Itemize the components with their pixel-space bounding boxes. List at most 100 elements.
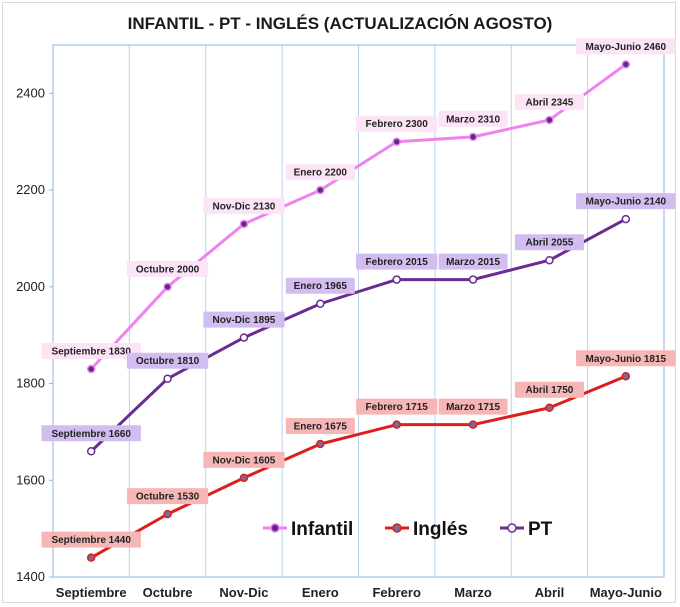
data-point — [86, 364, 96, 374]
data-label-layer: Septiembre 1830 Octubre 2000 Nov-Dic 2130 E… — [41, 38, 676, 548]
data-label: Marzo 1715 — [446, 402, 500, 413]
data-point — [545, 255, 554, 265]
data-point — [239, 219, 249, 229]
y-tick-label: 1600 — [16, 472, 45, 487]
data-label-bg — [576, 38, 676, 55]
x-tick-label: Enero — [302, 585, 339, 600]
data-point — [545, 403, 554, 412]
data-label: Marzo 2015 — [446, 257, 500, 268]
x-tick-label: Febrero — [372, 585, 420, 600]
legend-label: Inglés — [413, 519, 468, 540]
data-label: Abril 2055 — [526, 238, 574, 249]
data-label-bg — [41, 343, 141, 360]
data-point — [316, 439, 325, 449]
data-label-bg — [285, 418, 355, 434]
x-tick-label: Octubre — [143, 585, 193, 600]
data-label-bg — [41, 531, 141, 548]
data-point — [163, 282, 172, 292]
data-point — [468, 275, 478, 284]
data-label: Septiembre 1660 — [51, 429, 131, 440]
data-point — [545, 115, 554, 125]
data-label: Octubre 1810 — [136, 356, 200, 367]
data-point — [86, 447, 96, 456]
data-point — [392, 420, 401, 429]
data-label-bg — [126, 260, 209, 277]
data-label-bg — [438, 253, 508, 270]
y-tick-label: 1400 — [16, 569, 45, 584]
data-label-bg — [576, 193, 676, 210]
chart-title: INFANTIL - PT - INGLÉS (ACTUALIZACIÓN AG… — [127, 14, 553, 33]
grid-layer — [128, 45, 589, 577]
data-label-bg — [356, 253, 438, 270]
data-label-bg — [514, 381, 584, 398]
data-label: Nov-Dic 1895 — [213, 315, 276, 326]
legend: Infantil Inglés PT — [263, 519, 553, 540]
data-label: Abril 2345 — [526, 97, 574, 108]
data-point — [392, 137, 401, 146]
data-point — [239, 333, 249, 342]
data-label-bg — [285, 277, 355, 294]
data-label: Enero 2200 — [294, 168, 348, 179]
data-point — [468, 132, 478, 142]
data-label-bg — [438, 110, 508, 127]
data-point — [621, 60, 631, 69]
legend-label: PT — [528, 519, 553, 540]
data-label-bg — [356, 398, 438, 415]
data-label: Septiembre 1830 — [51, 347, 131, 358]
data-point — [468, 420, 478, 429]
data-label: Septiembre 1440 — [51, 535, 131, 546]
data-label-bg — [514, 234, 584, 251]
data-label-bg — [41, 425, 141, 442]
x-tick-label: Abril — [535, 585, 565, 600]
legend-marker — [270, 523, 280, 533]
data-point — [316, 299, 325, 308]
axis-layer: 1400 1600 1800 2000 2200 2400 Septiembre Octubr… — [16, 44, 665, 600]
data-label-bg — [126, 488, 209, 505]
data-label: Mayo-Junio 2460 — [586, 42, 667, 53]
data-point — [163, 374, 172, 383]
x-tick-label: Marzo — [454, 585, 492, 600]
plot-area-border — [52, 44, 665, 578]
data-label-bg — [356, 115, 438, 132]
legend-marker — [392, 523, 402, 533]
data-label-bg — [514, 93, 584, 110]
legend-marker — [507, 523, 517, 533]
y-tick-label: 1800 — [16, 376, 45, 391]
data-label: Abril 1750 — [526, 385, 574, 396]
data-point — [163, 509, 172, 519]
data-label: Febrero 2300 — [366, 119, 429, 130]
series-line-pt — [90, 217, 627, 453]
data-label: Octubre 2000 — [136, 264, 200, 275]
data-label-bg — [438, 398, 508, 415]
data-label-bg — [285, 164, 355, 181]
data-label: Mayo-Junio 2140 — [586, 197, 667, 208]
y-tick-label: 2200 — [16, 182, 45, 197]
data-label: Octubre 1530 — [136, 492, 200, 503]
data-label-bg — [126, 352, 209, 369]
y-tick-label: 2000 — [16, 279, 45, 294]
data-label: Enero 1965 — [294, 281, 348, 292]
data-label-bg — [203, 197, 285, 214]
data-label: Nov-Dic 2130 — [213, 201, 276, 212]
series-line-inglés — [90, 374, 627, 559]
data-label: Marzo 2310 — [446, 114, 500, 125]
data-point — [316, 185, 325, 195]
data-label: Febrero 1715 — [366, 402, 429, 413]
data-label: Febrero 2015 — [366, 257, 429, 268]
y-tick-label: 2400 — [16, 85, 45, 100]
data-label: Nov-Dic 1605 — [213, 455, 276, 466]
data-point — [621, 372, 631, 381]
x-tick-label: Septiembre — [56, 585, 127, 600]
data-label: Enero 1675 — [294, 422, 348, 433]
data-point — [621, 214, 631, 224]
data-point — [86, 553, 96, 562]
data-label-bg — [203, 311, 285, 328]
legend-label: Infantil — [291, 519, 353, 540]
x-tick-label: Mayo-Junio — [590, 585, 662, 600]
data-point — [239, 473, 249, 483]
data-label-bg — [203, 451, 285, 468]
x-tick-label: Nov-Dic — [219, 585, 268, 600]
data-point — [392, 275, 401, 284]
data-label-bg — [576, 350, 676, 367]
